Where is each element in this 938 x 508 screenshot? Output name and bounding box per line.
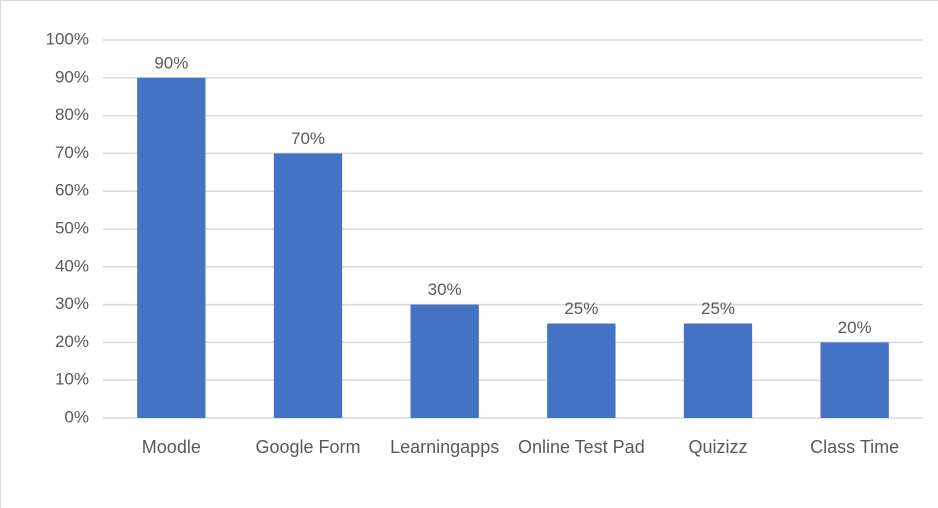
y-tick-label: 20% xyxy=(55,332,89,351)
y-tick-label: 30% xyxy=(55,294,89,313)
x-tick-label: Quizizz xyxy=(688,437,748,457)
bar xyxy=(273,153,343,418)
data-label: 25% xyxy=(564,299,598,318)
data-label: 20% xyxy=(838,318,872,337)
data-label: 90% xyxy=(154,53,188,72)
data-label: 70% xyxy=(291,129,325,148)
x-tick-label: Learningapps xyxy=(390,437,500,457)
x-tick-label: Google Form xyxy=(255,437,361,457)
bar xyxy=(137,77,206,419)
y-tick-label: 90% xyxy=(55,67,89,86)
y-tick-label: 0% xyxy=(64,407,89,426)
x-tick-label: Class Time xyxy=(810,437,900,457)
x-tick-label: Online Test Pad xyxy=(517,437,645,457)
y-tick-label: 50% xyxy=(55,218,89,237)
bar xyxy=(547,323,616,418)
y-tick-label: 80% xyxy=(55,105,89,124)
y-tick-label: 60% xyxy=(55,181,89,200)
y-tick-label: 100% xyxy=(46,29,89,48)
y-tick-label: 10% xyxy=(55,370,89,389)
data-label: 30% xyxy=(428,280,462,299)
bar xyxy=(820,342,889,418)
x-tick-label: Moodle xyxy=(141,437,201,457)
y-tick-label: 70% xyxy=(55,143,89,162)
data-label: 25% xyxy=(701,299,735,318)
bar xyxy=(410,304,479,418)
bar xyxy=(683,323,753,418)
y-tick-label: 40% xyxy=(55,256,89,275)
